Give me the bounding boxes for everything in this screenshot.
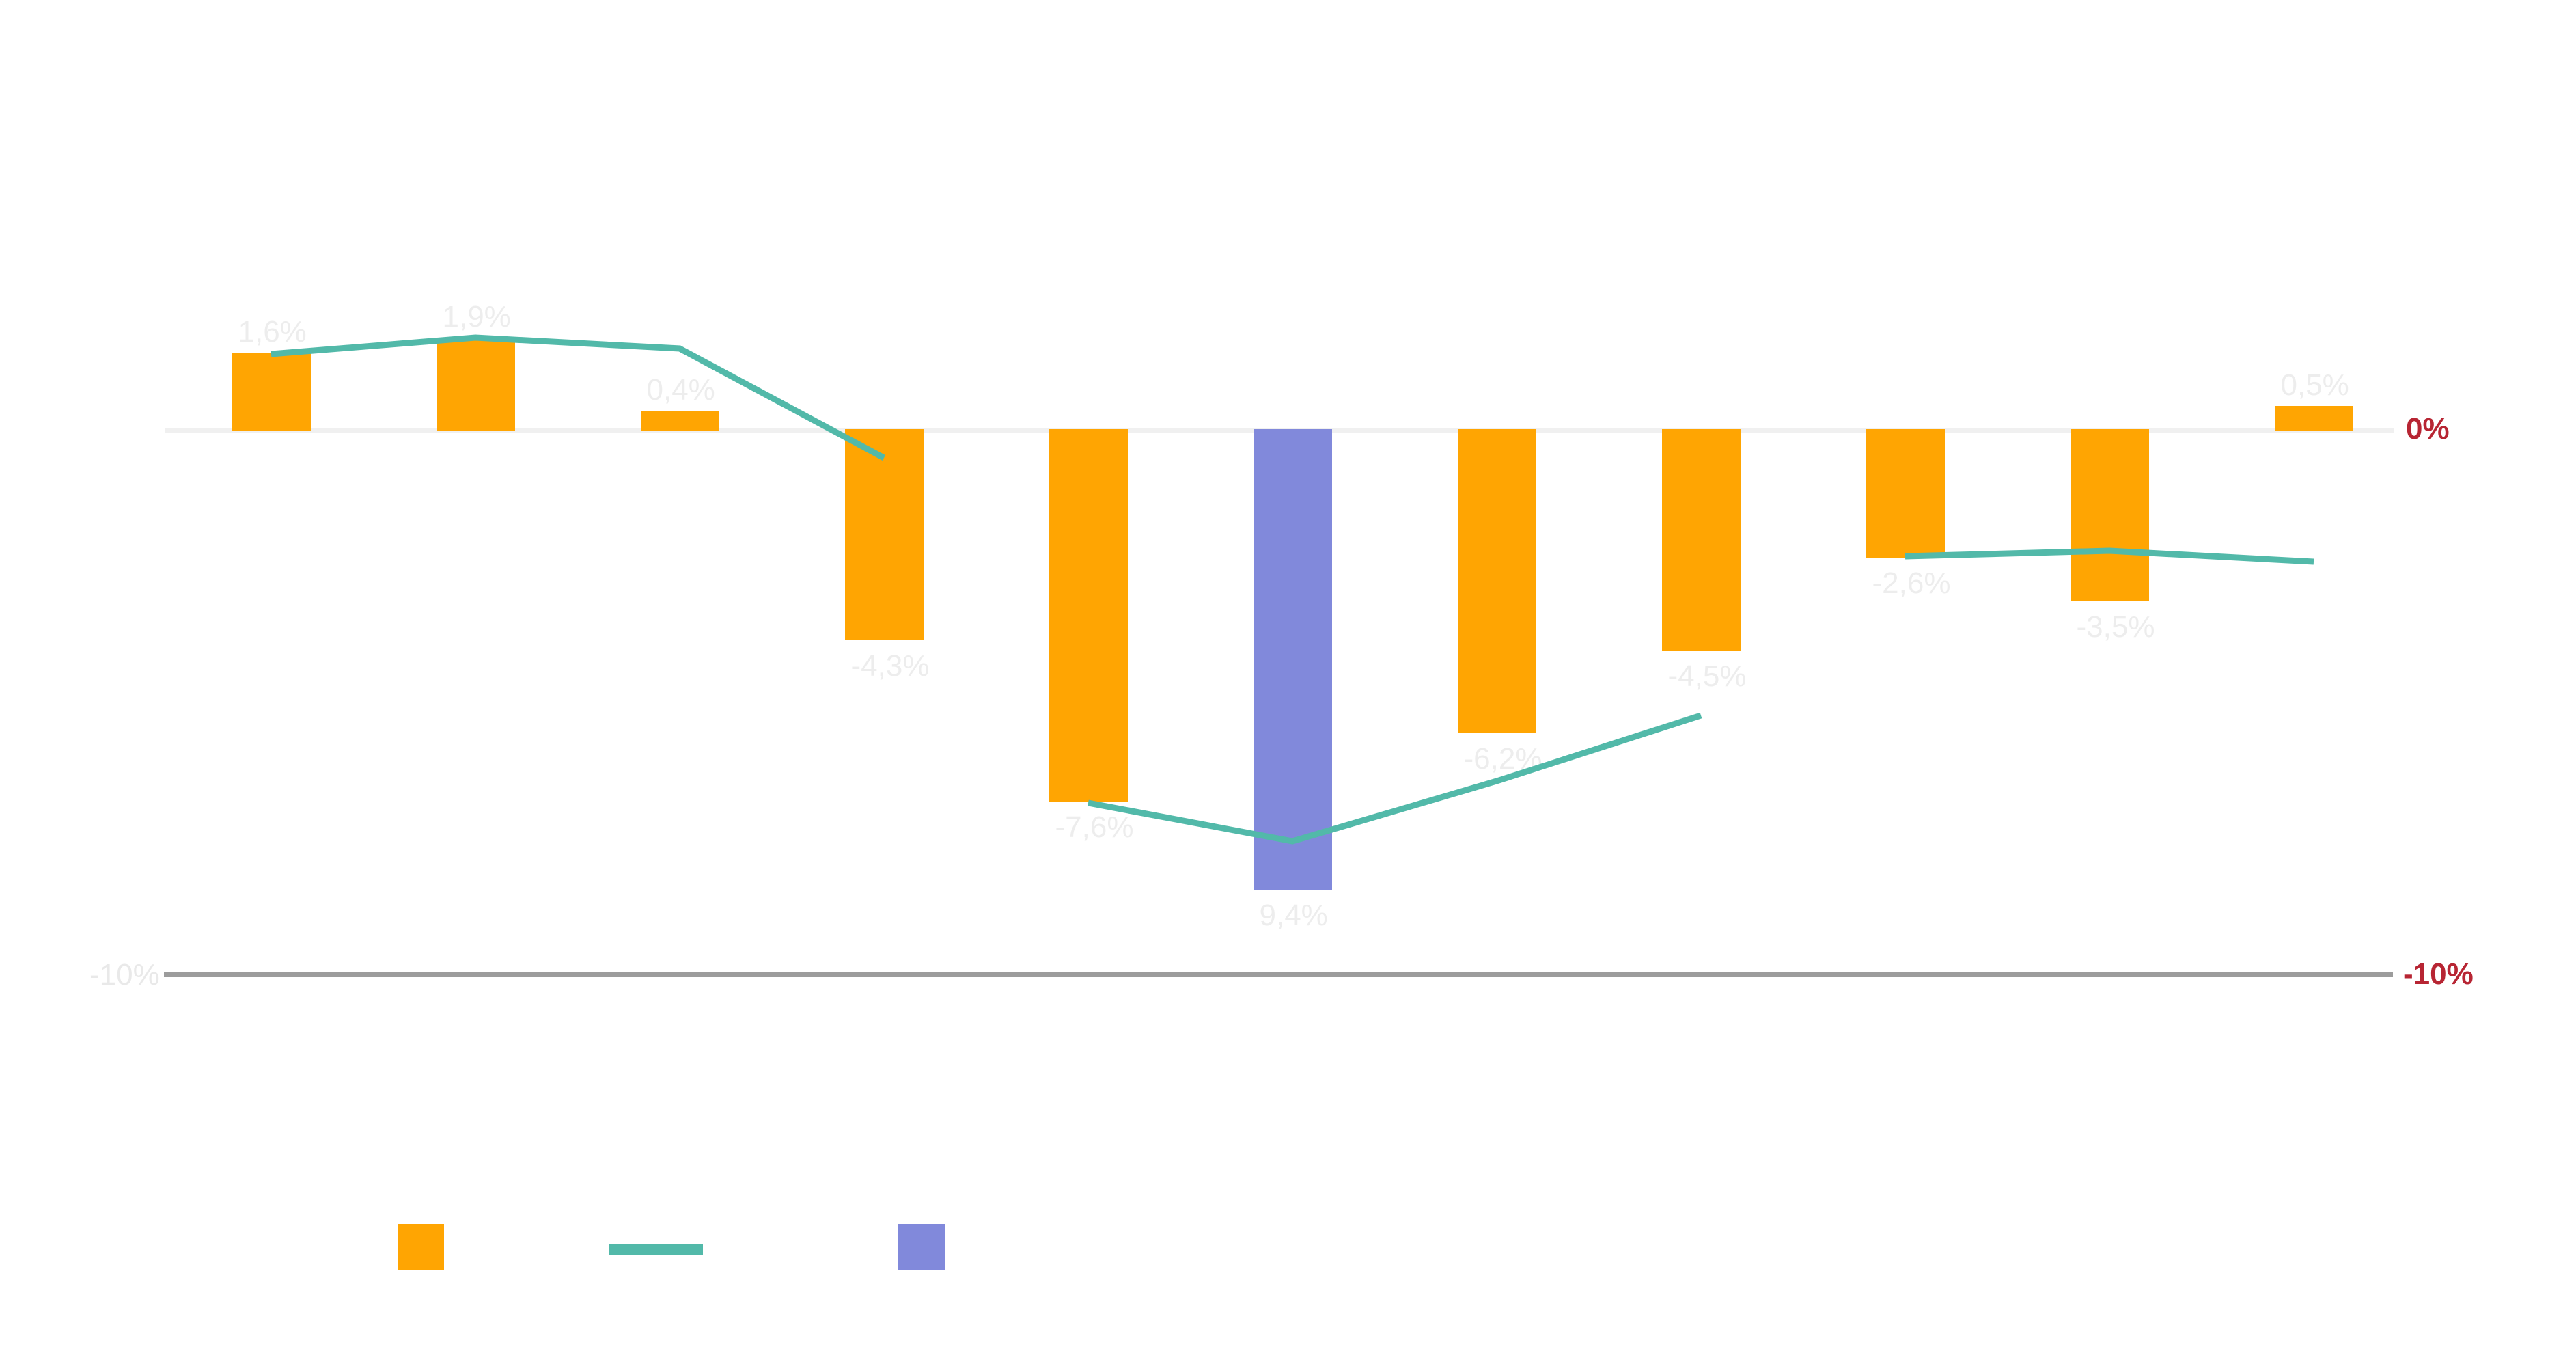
minus-10-gridline: [164, 972, 2393, 977]
bar-value-label: -4,5%: [1667, 659, 1747, 693]
bar-value-label: -2,6%: [1872, 566, 1951, 600]
bar-value-label: 0,4%: [646, 373, 715, 407]
bar[interactable]: [1661, 429, 1741, 651]
bar-value-label: -3,5%: [2076, 610, 2155, 644]
legend-swatch-line-1[interactable]: [609, 1244, 703, 1255]
bar[interactable]: [2070, 429, 2149, 602]
bar-value-label: 9,4%: [1259, 899, 1328, 933]
bar[interactable]: [844, 429, 924, 641]
y-axis-label-right-zero: 0%: [2406, 412, 2450, 446]
bar[interactable]: [2274, 406, 2353, 430]
bar-value-label: -4,3%: [850, 649, 930, 683]
bar[interactable]: [232, 352, 311, 430]
y-axis-label-left-minus10: -10%: [89, 958, 160, 992]
y-axis-label-right-minus10: -10%: [2403, 957, 2474, 991]
bar[interactable]: [436, 338, 515, 430]
bar-highlighted[interactable]: [1253, 429, 1332, 890]
trend-line-segment[interactable]: [1088, 712, 1702, 845]
legend-swatch-bar-0[interactable]: [398, 1224, 444, 1270]
trend-line-segment[interactable]: [1905, 547, 2314, 565]
bar-value-label: -7,6%: [1055, 810, 1134, 845]
bar-value-label: 1,9%: [442, 300, 511, 334]
bar-value-label: 0,5%: [2280, 368, 2349, 402]
bar[interactable]: [1049, 429, 1128, 802]
bar[interactable]: [640, 411, 719, 430]
bar[interactable]: [1866, 429, 1945, 558]
legend-swatch-bar-2[interactable]: [898, 1224, 945, 1270]
bar-value-label: 1,6%: [238, 314, 307, 348]
trend-line-segment[interactable]: [271, 334, 886, 461]
bar[interactable]: [1457, 429, 1536, 734]
